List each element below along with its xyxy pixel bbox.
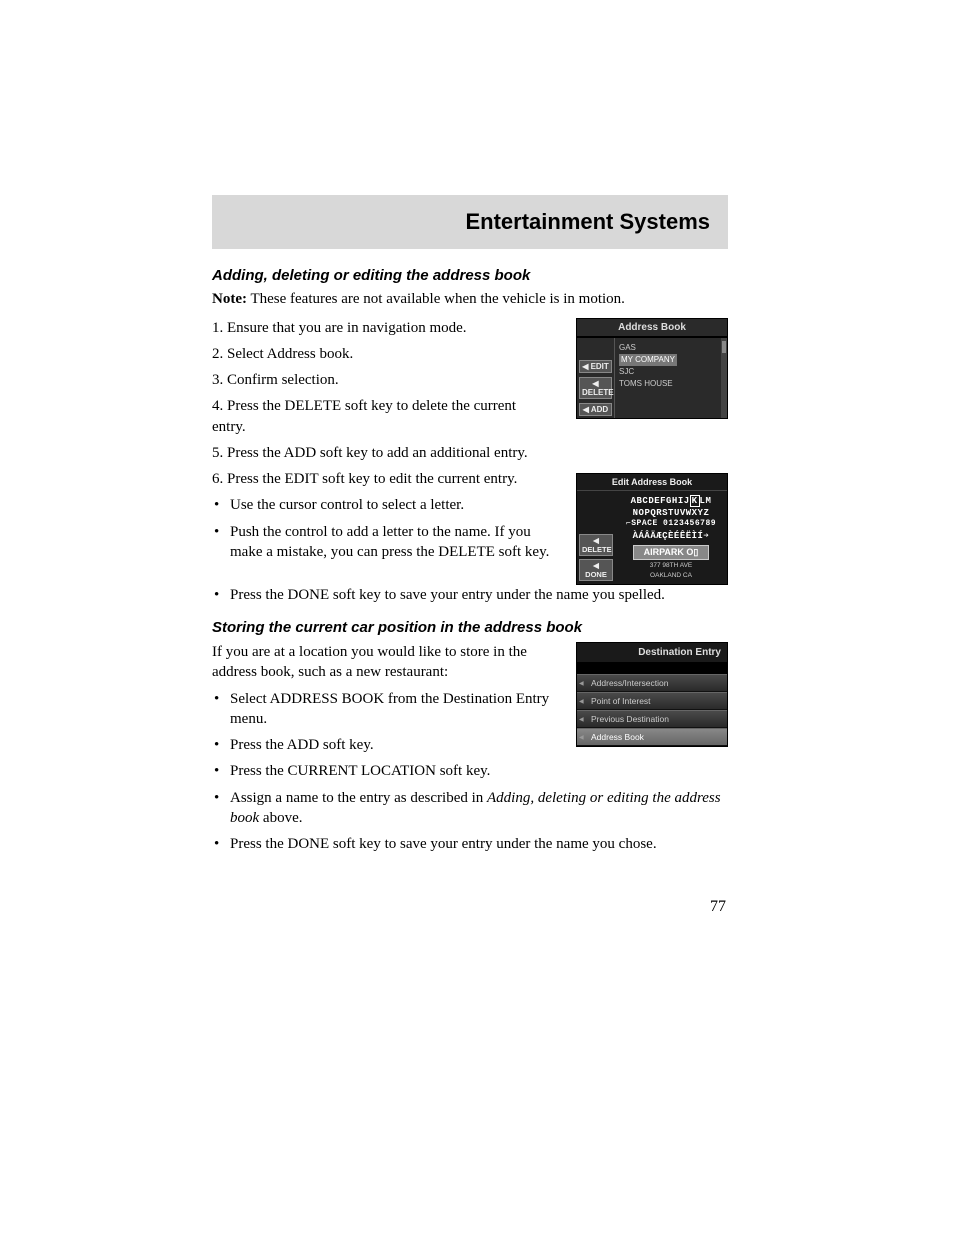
section2-bullets-a: Select ADDRESS BOOK from the Destination…	[212, 689, 552, 782]
fig2-kb-row2: NOPQRSTUVWXYZ	[619, 507, 723, 519]
step-2: 2. Select Address book.	[212, 344, 552, 364]
step-6: 6. Press the EDIT soft key to edit the c…	[212, 469, 552, 489]
section1-bullets-a: Use the cursor control to select a lette…	[212, 495, 552, 562]
figure-address-book: Address Book ◀ EDIT ◀ DELETE ◀ ADD GAS M…	[576, 318, 728, 419]
fig1-edit-button[interactable]: ◀ EDIT	[579, 360, 612, 373]
fig2-title: Edit Address Book	[577, 474, 727, 491]
fig1-scrollbar[interactable]	[721, 338, 727, 418]
section2-intro: If you are at a location you would like …	[212, 642, 552, 683]
bullet-item: Use the cursor control to select a lette…	[212, 495, 552, 515]
page-number: 77	[212, 898, 728, 916]
step-3: 3. Confirm selection.	[212, 370, 552, 390]
figure-destination-entry: Destination Entry Address/Intersection P…	[576, 642, 728, 747]
fig2-sub1: 377 98TH AVE	[619, 562, 723, 570]
fig2-delete-button[interactable]: ◀ DELETE	[579, 534, 613, 556]
fig3-menu-item[interactable]: Point of Interest	[577, 692, 727, 710]
fig2-done-button[interactable]: ◀ DONE	[579, 559, 613, 581]
fig3-menu-item[interactable]: Previous Destination	[577, 710, 727, 728]
fig2-kb-row4: ÀÁÂÄÆÇÈÉÊËÌÍ➔	[619, 530, 723, 542]
bullet-item: Push the control to add a letter to the …	[212, 522, 552, 563]
fig3-menu-item-selected[interactable]: Address Book	[577, 728, 727, 746]
fig3-menu-item[interactable]: Address/Intersection	[577, 674, 727, 692]
fig2-entry-field[interactable]: AIRPARK O▯	[633, 545, 710, 560]
note-text: These features are not available when th…	[247, 291, 625, 307]
section1-heading: Adding, deleting or editing the address …	[212, 267, 728, 284]
fig1-item: TOMS HOUSE	[619, 378, 721, 390]
step-4: 4. Press the DELETE soft key to delete t…	[212, 396, 552, 437]
fig2-kb-row1: ABCDEFGHIJKLM	[619, 495, 723, 507]
fig1-list: GAS MY COMPANY SJC TOMS HOUSE	[615, 338, 721, 418]
fig1-item: SJC	[619, 366, 721, 378]
fig2-sub2: OAKLAND CA	[619, 572, 723, 580]
section2-bullets-b: Assign a name to the entry as described …	[212, 788, 728, 855]
bullet-item: Press the DONE soft key to save your ent…	[212, 834, 728, 854]
header-title: Entertainment Systems	[465, 209, 710, 234]
step-1: 1. Ensure that you are in navigation mod…	[212, 318, 552, 338]
fig1-delete-button[interactable]: ◀ DELETE	[579, 377, 612, 399]
fig2-keyboard-area: ABCDEFGHIJKLM NOPQRSTUVWXYZ ⌐SPACE 01234…	[615, 491, 727, 584]
bullet-item-assign: Assign a name to the entry as described …	[212, 788, 728, 829]
bullet-item: Press the CURRENT LOCATION soft key.	[212, 761, 552, 781]
section1-bullets-b: Press the DONE soft key to save your ent…	[212, 585, 728, 605]
section2-heading: Storing the current car position in the …	[212, 619, 728, 636]
bullet-item: Select ADDRESS BOOK from the Destination…	[212, 689, 552, 730]
header-bar: Entertainment Systems	[212, 195, 728, 249]
step-5: 5. Press the ADD soft key to add an addi…	[212, 443, 552, 463]
bullet-item: Press the DONE soft key to save your ent…	[212, 585, 728, 605]
section2-intro-block: If you are at a location you would like …	[212, 642, 552, 788]
figure-edit-address-book: Edit Address Book ◀ DELETE ◀ DONE ABCDEF…	[576, 473, 728, 585]
note-label: Note:	[212, 291, 247, 307]
fig2-softkeys: ◀ DELETE ◀ DONE	[577, 491, 615, 584]
fig3-title: Destination Entry	[577, 643, 727, 664]
steps-block-1: 1. Ensure that you are in navigation mod…	[212, 318, 552, 470]
fig1-add-button[interactable]: ◀ ADD	[579, 403, 612, 416]
steps-block-2: 6. Press the EDIT soft key to edit the c…	[212, 469, 552, 568]
note-line: Note: These features are not available w…	[212, 290, 728, 310]
fig2-kb-row3: ⌐SPACE 0123456789	[619, 519, 723, 530]
fig1-softkeys: ◀ EDIT ◀ DELETE ◀ ADD	[577, 338, 615, 418]
fig1-item: GAS	[619, 342, 721, 354]
fig1-title: Address Book	[577, 319, 727, 338]
bullet-item: Press the ADD soft key.	[212, 735, 552, 755]
fig1-item-highlighted: MY COMPANY	[619, 354, 721, 366]
